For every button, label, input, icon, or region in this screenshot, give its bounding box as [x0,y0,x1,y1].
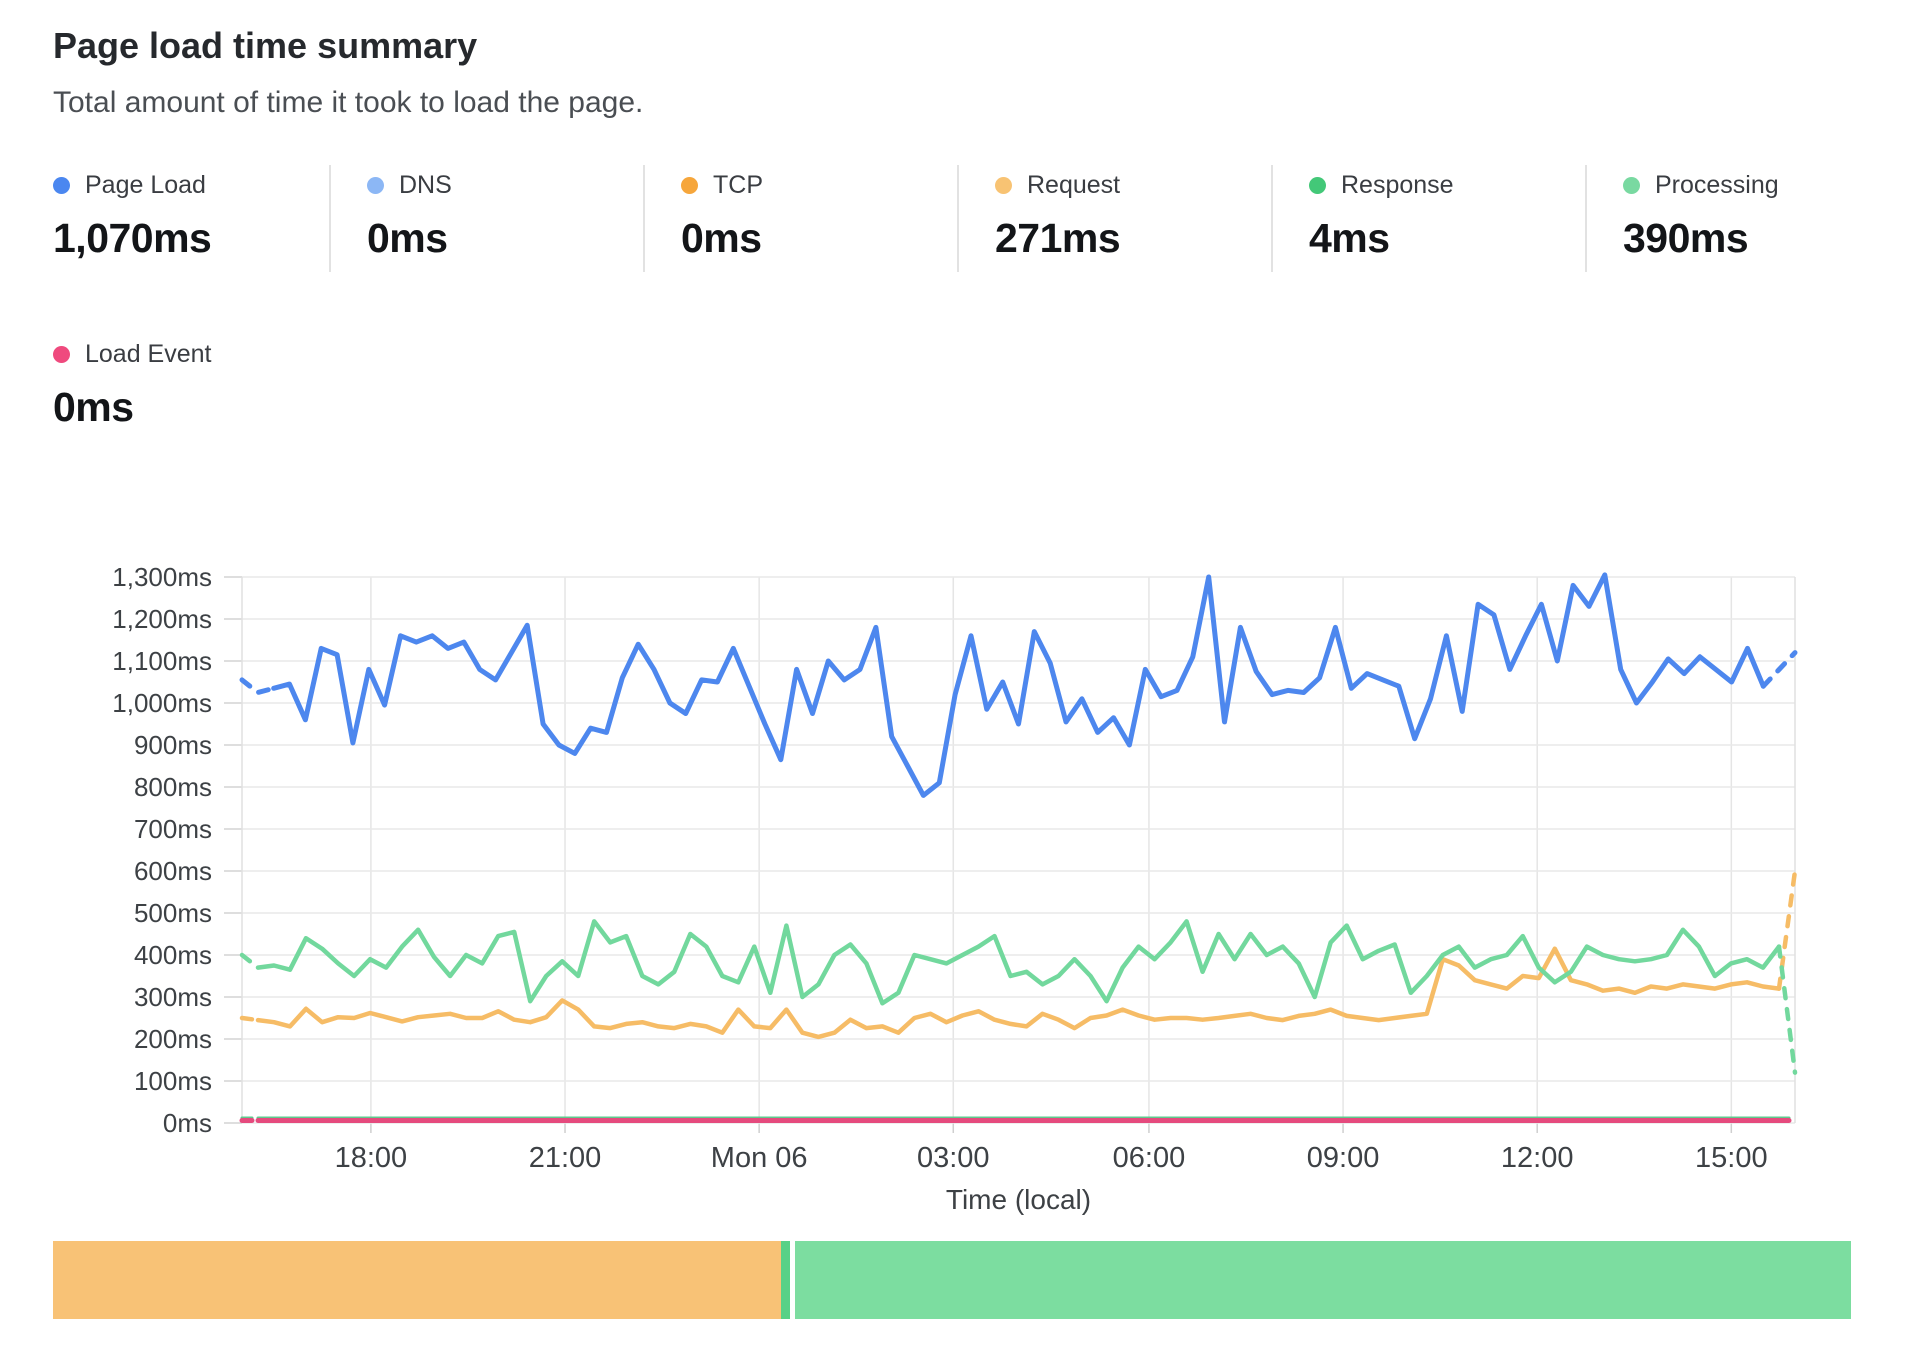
y-tick-label: 100ms [134,1066,212,1096]
metric-response: Response 4ms [1273,165,1587,273]
metric-dns: DNS 0ms [331,165,645,273]
metric-request: Request 271ms [959,165,1273,273]
page-title: Page load time summary [53,25,478,66]
bar-segment-processing-share [795,1241,1851,1320]
bar-segment-gap [789,1241,796,1320]
y-tick-label: 1,100ms [112,646,212,676]
line-chart-canvas: 18:00 21:00 Mon 06 03:00 06:00 09:00 12:00 15:0… [112,562,1798,1215]
series-line-page-load-dashed [239,677,277,696]
metric-label: Response [1341,171,1454,200]
metric-tcp: TCP 0ms [645,165,959,273]
response-legend-dot-icon [1309,177,1326,195]
load-time-chart: 18:00 21:00 Mon 06 03:00 06:00 09:00 12:00 15:0… [53,451,1910,1231]
metric-value: 0ms [53,384,134,431]
metric-value: 0ms [681,215,762,262]
dns-legend-dot-icon [367,177,384,195]
y-tick-label: 500ms [134,898,212,928]
y-tick-label: 400ms [134,940,212,970]
y-tick-label: 1,200ms [112,604,212,634]
x-tick-label: 06:00 [1113,1142,1186,1174]
series-line-processing-dashed [1776,944,1798,1076]
metric-load-event: Load Event 0ms [53,334,1910,441]
y-tick-label: 600ms [134,856,212,886]
x-tick-label: 18:00 [335,1142,408,1174]
metric-value: 4ms [1309,215,1390,262]
metric-processing: Processing 390ms [1587,165,1903,272]
series-line-request [255,946,1782,1040]
series-line-processing [255,919,1782,1006]
metric-value: 390ms [1623,215,1749,262]
metric-label: Load Event [85,340,212,369]
x-tick-label: 15:00 [1695,1142,1768,1174]
y-tick-label: 900ms [134,730,212,760]
y-tick-label: 1,300ms [112,562,212,592]
series-line-processing-dashed [239,952,261,971]
metric-label: Page Load [85,171,206,200]
x-tick-label: Mon 06 [711,1142,808,1174]
metric-label: Request [1027,171,1121,200]
metric-value: 0ms [367,215,448,262]
tcp-legend-dot-icon [681,177,698,195]
x-tick-label: 12:00 [1501,1142,1574,1174]
metric-label: Processing [1655,171,1779,200]
metrics-row: Page Load 1,070ms DNS 0ms TCP 0ms Reques… [53,165,1910,273]
bar-segment-response-share [781,1241,790,1320]
x-tick-label: 03:00 [917,1142,990,1174]
x-tick-label: 09:00 [1307,1142,1380,1174]
processing-legend-dot-icon [1623,177,1640,195]
x-tick-label: 21:00 [529,1142,602,1174]
metric-page-load: Page Load 1,070ms [53,165,331,273]
page-load-summary-panel: Page load time summary Total amount of t… [53,25,1910,1320]
series-line-page-load [271,572,1766,799]
metric-label: DNS [399,171,452,200]
x-axis-title: Time (local) [946,1184,1091,1215]
series-line-request-dashed [239,1015,261,1023]
y-tick-label: 1,000ms [112,688,212,718]
timing-breakdown-bar [53,1241,1851,1320]
page-load-legend-dot-icon [53,177,70,195]
series-line-page-load-dashed [1760,650,1798,689]
y-tick-label: 200ms [134,1024,212,1054]
y-tick-label: 300ms [134,982,212,1012]
bar-segment-request-share [53,1241,781,1320]
y-tick-label: 0ms [163,1108,212,1138]
y-tick-label: 800ms [134,772,212,802]
metric-value: 1,070ms [53,215,212,262]
page-subtitle: Total amount of time it took to load the… [53,86,644,120]
y-tick-label: 700ms [134,814,212,844]
metric-value: 271ms [995,215,1121,262]
load-event-legend-dot-icon [53,346,70,364]
request-legend-dot-icon [995,177,1012,195]
metric-label: TCP [713,171,763,200]
